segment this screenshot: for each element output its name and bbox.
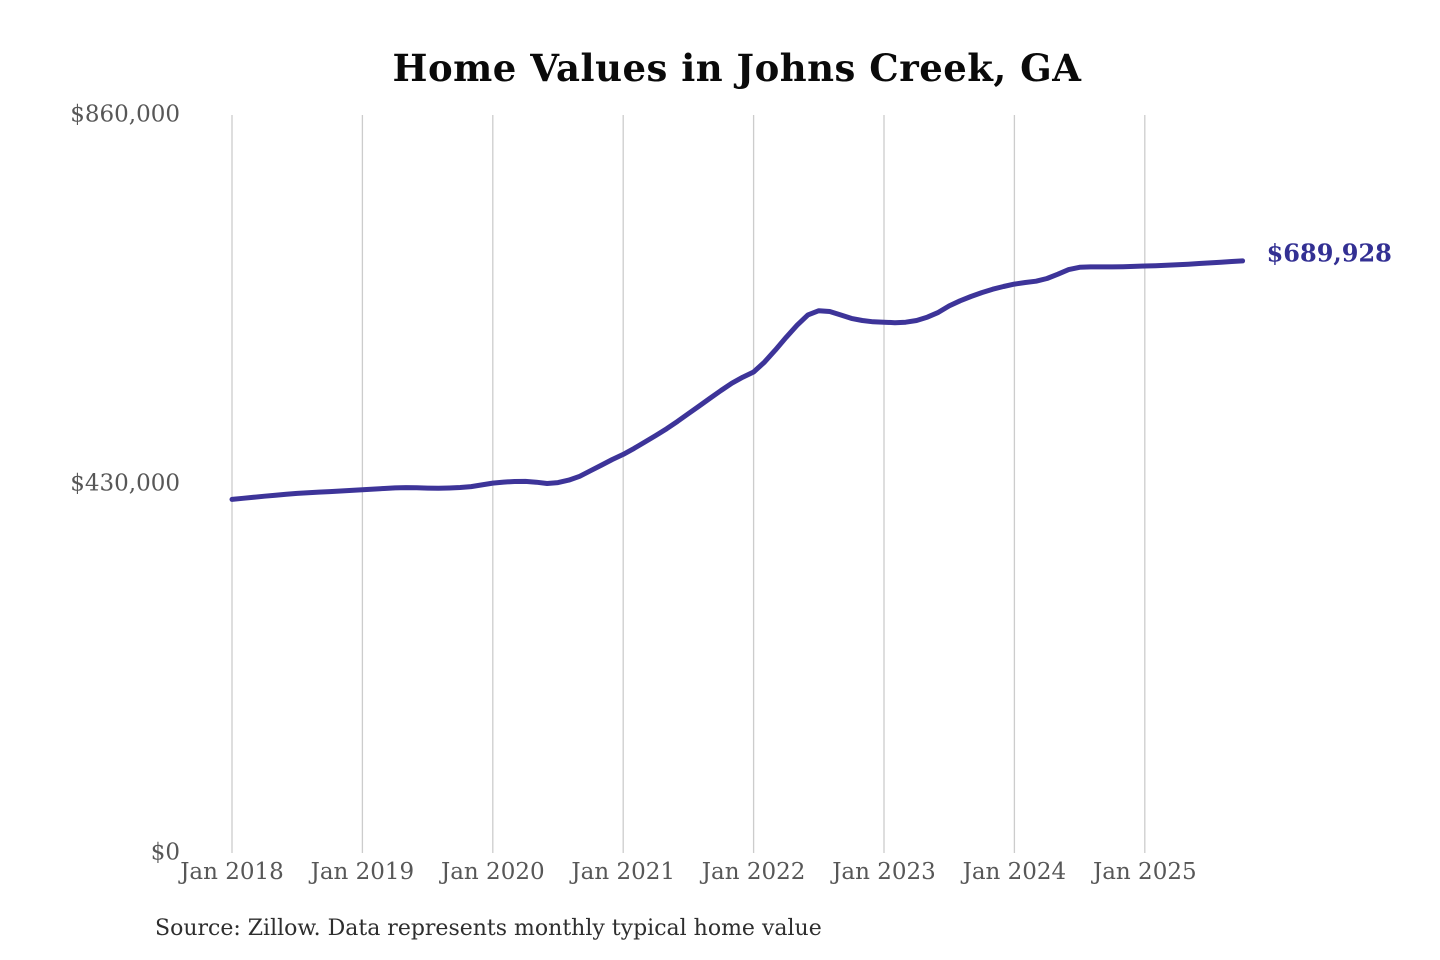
x-tick-label: Jan 2020 (441, 859, 545, 885)
x-tick-label: Jan 2024 (962, 859, 1067, 885)
home-value-line (229, 258, 1246, 502)
x-tick-label: Jan 2022 (701, 859, 806, 885)
y-tick-label: $0 (150, 839, 180, 866)
y-tick-label: $430,000 (70, 470, 180, 497)
x-tick-label: Jan 2019 (310, 859, 415, 885)
x-tick-label: Jan 2023 (832, 859, 936, 885)
x-tick-label: Jan 2025 (1093, 859, 1197, 885)
last-value-label: $689,928 (1266, 238, 1392, 268)
chart-title: Home Values in Johns Creek, GA (392, 46, 1082, 90)
source-note: Source: Zillow. Data represents monthly … (155, 916, 822, 941)
x-tick-label: Jan 2021 (571, 859, 675, 885)
x-tick-label: Jan 2018 (180, 859, 284, 885)
y-tick-label: $860,000 (70, 101, 180, 128)
